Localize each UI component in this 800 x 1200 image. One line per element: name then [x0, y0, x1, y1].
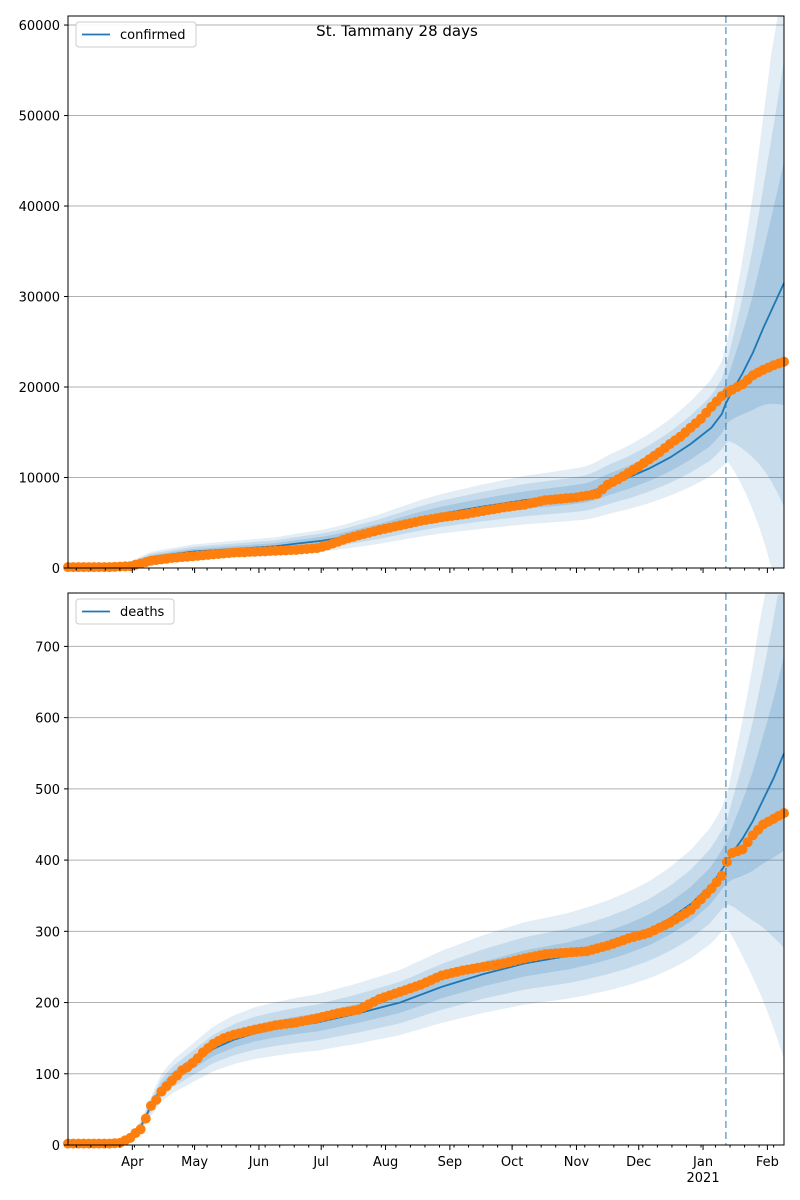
- deaths-legend: deaths: [75, 598, 175, 625]
- confirmed-legend: confirmed: [75, 21, 197, 48]
- xtick-label-jul: Jul: [312, 1155, 329, 1170]
- deaths-panel: 0 100 200 300 400 500 600 700 deaths: [35, 592, 789, 1154]
- xtick-label-oct: Oct: [501, 1155, 523, 1170]
- xtick-label-jan: Jan: [692, 1155, 713, 1170]
- deaths-data-point: [140, 1113, 151, 1124]
- confirmed-legend-box: [75, 21, 197, 48]
- confirmed-confidence-band: [68, 16, 784, 568]
- xtick-label-sep: Sep: [438, 1155, 463, 1170]
- deaths-ytick-label: 100: [35, 1068, 60, 1083]
- confirmed-ytick-label: 20000: [19, 381, 60, 396]
- deaths-ytick-label: 200: [35, 997, 60, 1012]
- xtick-year-label: 2021: [687, 1171, 720, 1186]
- deaths-data-point: [716, 870, 727, 881]
- deaths-data-point: [721, 856, 732, 867]
- deaths-axes-frame: [67, 592, 785, 1146]
- confirmed-ytick-label: 0: [52, 562, 60, 577]
- deaths-ytick-label: 300: [35, 925, 60, 940]
- deaths-ytick-label: 400: [35, 854, 60, 869]
- confirmed-axes-frame: [67, 15, 785, 569]
- confirmed-ytick-label: 50000: [19, 110, 60, 125]
- confirmed-ytick-label: 30000: [19, 291, 60, 306]
- xtick-label-aug: Aug: [373, 1155, 398, 1170]
- confirmed-legend-label: confirmed: [120, 28, 186, 43]
- xtick-label-jun: Jun: [248, 1155, 269, 1170]
- x-axis: Apr May Jun Jul Aug Sep Oct Nov Dec Jan Feb 2021: [121, 1155, 779, 1186]
- deaths-ytick-label: 700: [35, 640, 60, 655]
- deaths-data-point: [737, 844, 748, 855]
- xtick-label-may: May: [181, 1155, 208, 1170]
- xtick-label-dec: Dec: [626, 1155, 651, 1170]
- confirmed-panel: 0 10000 20000 30000 40000 50000 60000 confirmed: [19, 15, 789, 577]
- deaths-ytick-label: 0: [52, 1139, 60, 1154]
- xtick-label-nov: Nov: [564, 1155, 590, 1170]
- deaths-data-point: [135, 1124, 146, 1135]
- deaths-legend-box: [75, 598, 175, 625]
- deaths-ytick-label: 500: [35, 783, 60, 798]
- deaths-ytick-label: 600: [35, 712, 60, 727]
- deaths-legend-label: deaths: [120, 605, 165, 620]
- confirmed-ytick-label: 40000: [19, 200, 60, 215]
- xtick-label-apr: Apr: [121, 1155, 144, 1170]
- xtick-label-feb: Feb: [756, 1155, 779, 1170]
- deaths-data-point: [151, 1094, 162, 1105]
- confirmed-ytick-label: 10000: [19, 472, 60, 487]
- figure-title: St. Tammany 28 days: [316, 22, 478, 40]
- deaths-data-point: [742, 837, 753, 848]
- confirmed-ytick-label: 60000: [19, 19, 60, 34]
- deaths-confidence-band: [68, 593, 784, 1145]
